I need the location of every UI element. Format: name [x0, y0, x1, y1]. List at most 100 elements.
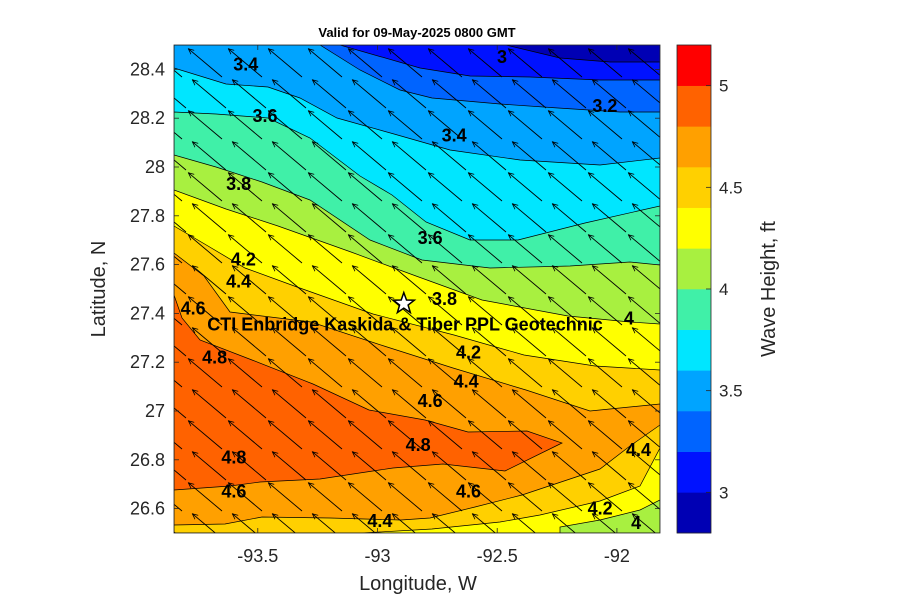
- wave-arrow: [348, 173, 383, 202]
- wave-arrow: [432, 204, 467, 233]
- wave-arrow: [192, 142, 227, 171]
- wave-arrow: [468, 111, 503, 140]
- wave-arrow: [552, 390, 587, 419]
- colorbar-swatch: [677, 492, 711, 534]
- wave-arrow: [312, 80, 347, 109]
- plot-area: 33.43.23.63.43.83.64.24.43.84.6 44.8 4.24.…: [173, 44, 661, 534]
- wave-arrow: [192, 204, 227, 233]
- wave-arrow: [392, 328, 427, 357]
- wave-arrow: [174, 503, 183, 512]
- wave-direction-arrows: [174, 49, 660, 533]
- contour-label: 4.6: [181, 299, 206, 319]
- x-tick-label: -92.5: [477, 546, 518, 566]
- wave-arrow: [428, 421, 463, 450]
- wave-arrow: [468, 235, 503, 264]
- wave-arrow: [174, 441, 183, 450]
- y-tick-label: 26.6: [130, 499, 165, 519]
- y-tick-label: 26.8: [130, 450, 165, 470]
- wave-arrow: [268, 483, 303, 512]
- contour-label: 3.8: [432, 289, 457, 309]
- colorbar-label: Wave Height, ft: [758, 221, 780, 357]
- x-tick-label: -93: [364, 546, 390, 566]
- wave-arrow: [192, 390, 227, 419]
- colorbar-swatch: [677, 411, 711, 452]
- contour-label: 3.4: [233, 55, 258, 75]
- wave-arrow: [588, 421, 623, 450]
- wave-arrow: [428, 111, 463, 140]
- wave-arrow: [632, 142, 660, 166]
- wave-arrow: [548, 111, 583, 140]
- y-axis: 26.6 26.8 27 27.2 27.4 27.6 27.8 28 28.2 28.4: [130, 59, 660, 519]
- wave-arrow: [308, 421, 343, 450]
- wave-arrow: [308, 111, 343, 140]
- wave-arrow: [188, 359, 223, 388]
- wave-arrow: [428, 359, 463, 388]
- colorbar-swatch: [677, 451, 711, 493]
- wave-arrow: [188, 49, 223, 78]
- wave-arrow: [592, 142, 627, 171]
- wave-arrow: [552, 452, 587, 481]
- wave-arrow: [472, 204, 507, 233]
- wave-arrow: [188, 173, 223, 202]
- wave-arrow: [268, 235, 303, 264]
- contour-label: 4.6: [221, 482, 246, 502]
- x-axis: -93.5 -93 -92.5 -92: [237, 45, 630, 566]
- wave-arrow: [192, 266, 227, 295]
- wave-arrow: [508, 111, 543, 140]
- y-tick-label: 27.8: [130, 206, 165, 226]
- colorbar-swatch: [677, 329, 711, 371]
- wave-arrow: [174, 345, 187, 357]
- wave-arrow: [388, 359, 423, 388]
- wave-arrow: [348, 49, 383, 78]
- wave-arrow: [388, 49, 423, 78]
- wave-arrow: [174, 159, 187, 171]
- y-tick-label: 27.4: [130, 303, 165, 323]
- wave-arrow: [228, 49, 263, 78]
- colorbar-swatch: [677, 167, 711, 208]
- wave-arrow: [188, 421, 223, 450]
- wave-arrow: [472, 328, 507, 357]
- wave-arrow: [228, 421, 263, 450]
- y-tick-label: 28.2: [130, 108, 165, 128]
- wave-arrow: [468, 297, 503, 326]
- wave-arrow: [592, 452, 627, 481]
- wave-arrow: [228, 359, 263, 388]
- wave-arrow: [552, 204, 587, 233]
- wave-arrow: [312, 328, 347, 357]
- wave-arrow: [268, 297, 303, 326]
- wave-arrow: [348, 111, 383, 140]
- wave-arrow: [312, 142, 347, 171]
- wave-arrow: [352, 452, 387, 481]
- wave-arrow: [632, 452, 660, 476]
- wave-arrow: [472, 266, 507, 295]
- wave-arrow: [508, 235, 543, 264]
- wave-arrow: [468, 49, 503, 78]
- wave-arrow: [392, 266, 427, 295]
- wave-arrow: [174, 317, 183, 326]
- y-tick-label: 28.4: [130, 59, 165, 79]
- wave-arrow: [232, 328, 267, 357]
- wave-arrow: [628, 235, 660, 262]
- wave-arrow: [428, 483, 463, 512]
- wave-arrow: [272, 204, 307, 233]
- wave-arrow: [588, 49, 623, 78]
- wave-arrow: [548, 483, 583, 512]
- colorbar-swatch: [677, 126, 711, 168]
- wave-arrow: [348, 483, 383, 512]
- wave-arrow: [268, 359, 303, 388]
- wave-arrow: [472, 142, 507, 171]
- contour-label: 3.6: [252, 106, 277, 126]
- y-axis-label: Latitude, N: [88, 241, 110, 338]
- wave-arrow: [352, 142, 387, 171]
- y-tick-label: 27.6: [130, 255, 165, 275]
- wave-arrow: [174, 193, 183, 202]
- wave-arrow: [628, 173, 660, 200]
- wave-arrow: [388, 173, 423, 202]
- wave-arrow: [232, 452, 267, 481]
- colorbar-tick-label: 4.5: [719, 178, 743, 197]
- wave-arrow: [268, 49, 303, 78]
- wave-arrow: [508, 297, 543, 326]
- wave-arrow: [592, 514, 616, 533]
- contour-label: 4.8: [221, 447, 246, 467]
- wave-arrow: [192, 514, 216, 533]
